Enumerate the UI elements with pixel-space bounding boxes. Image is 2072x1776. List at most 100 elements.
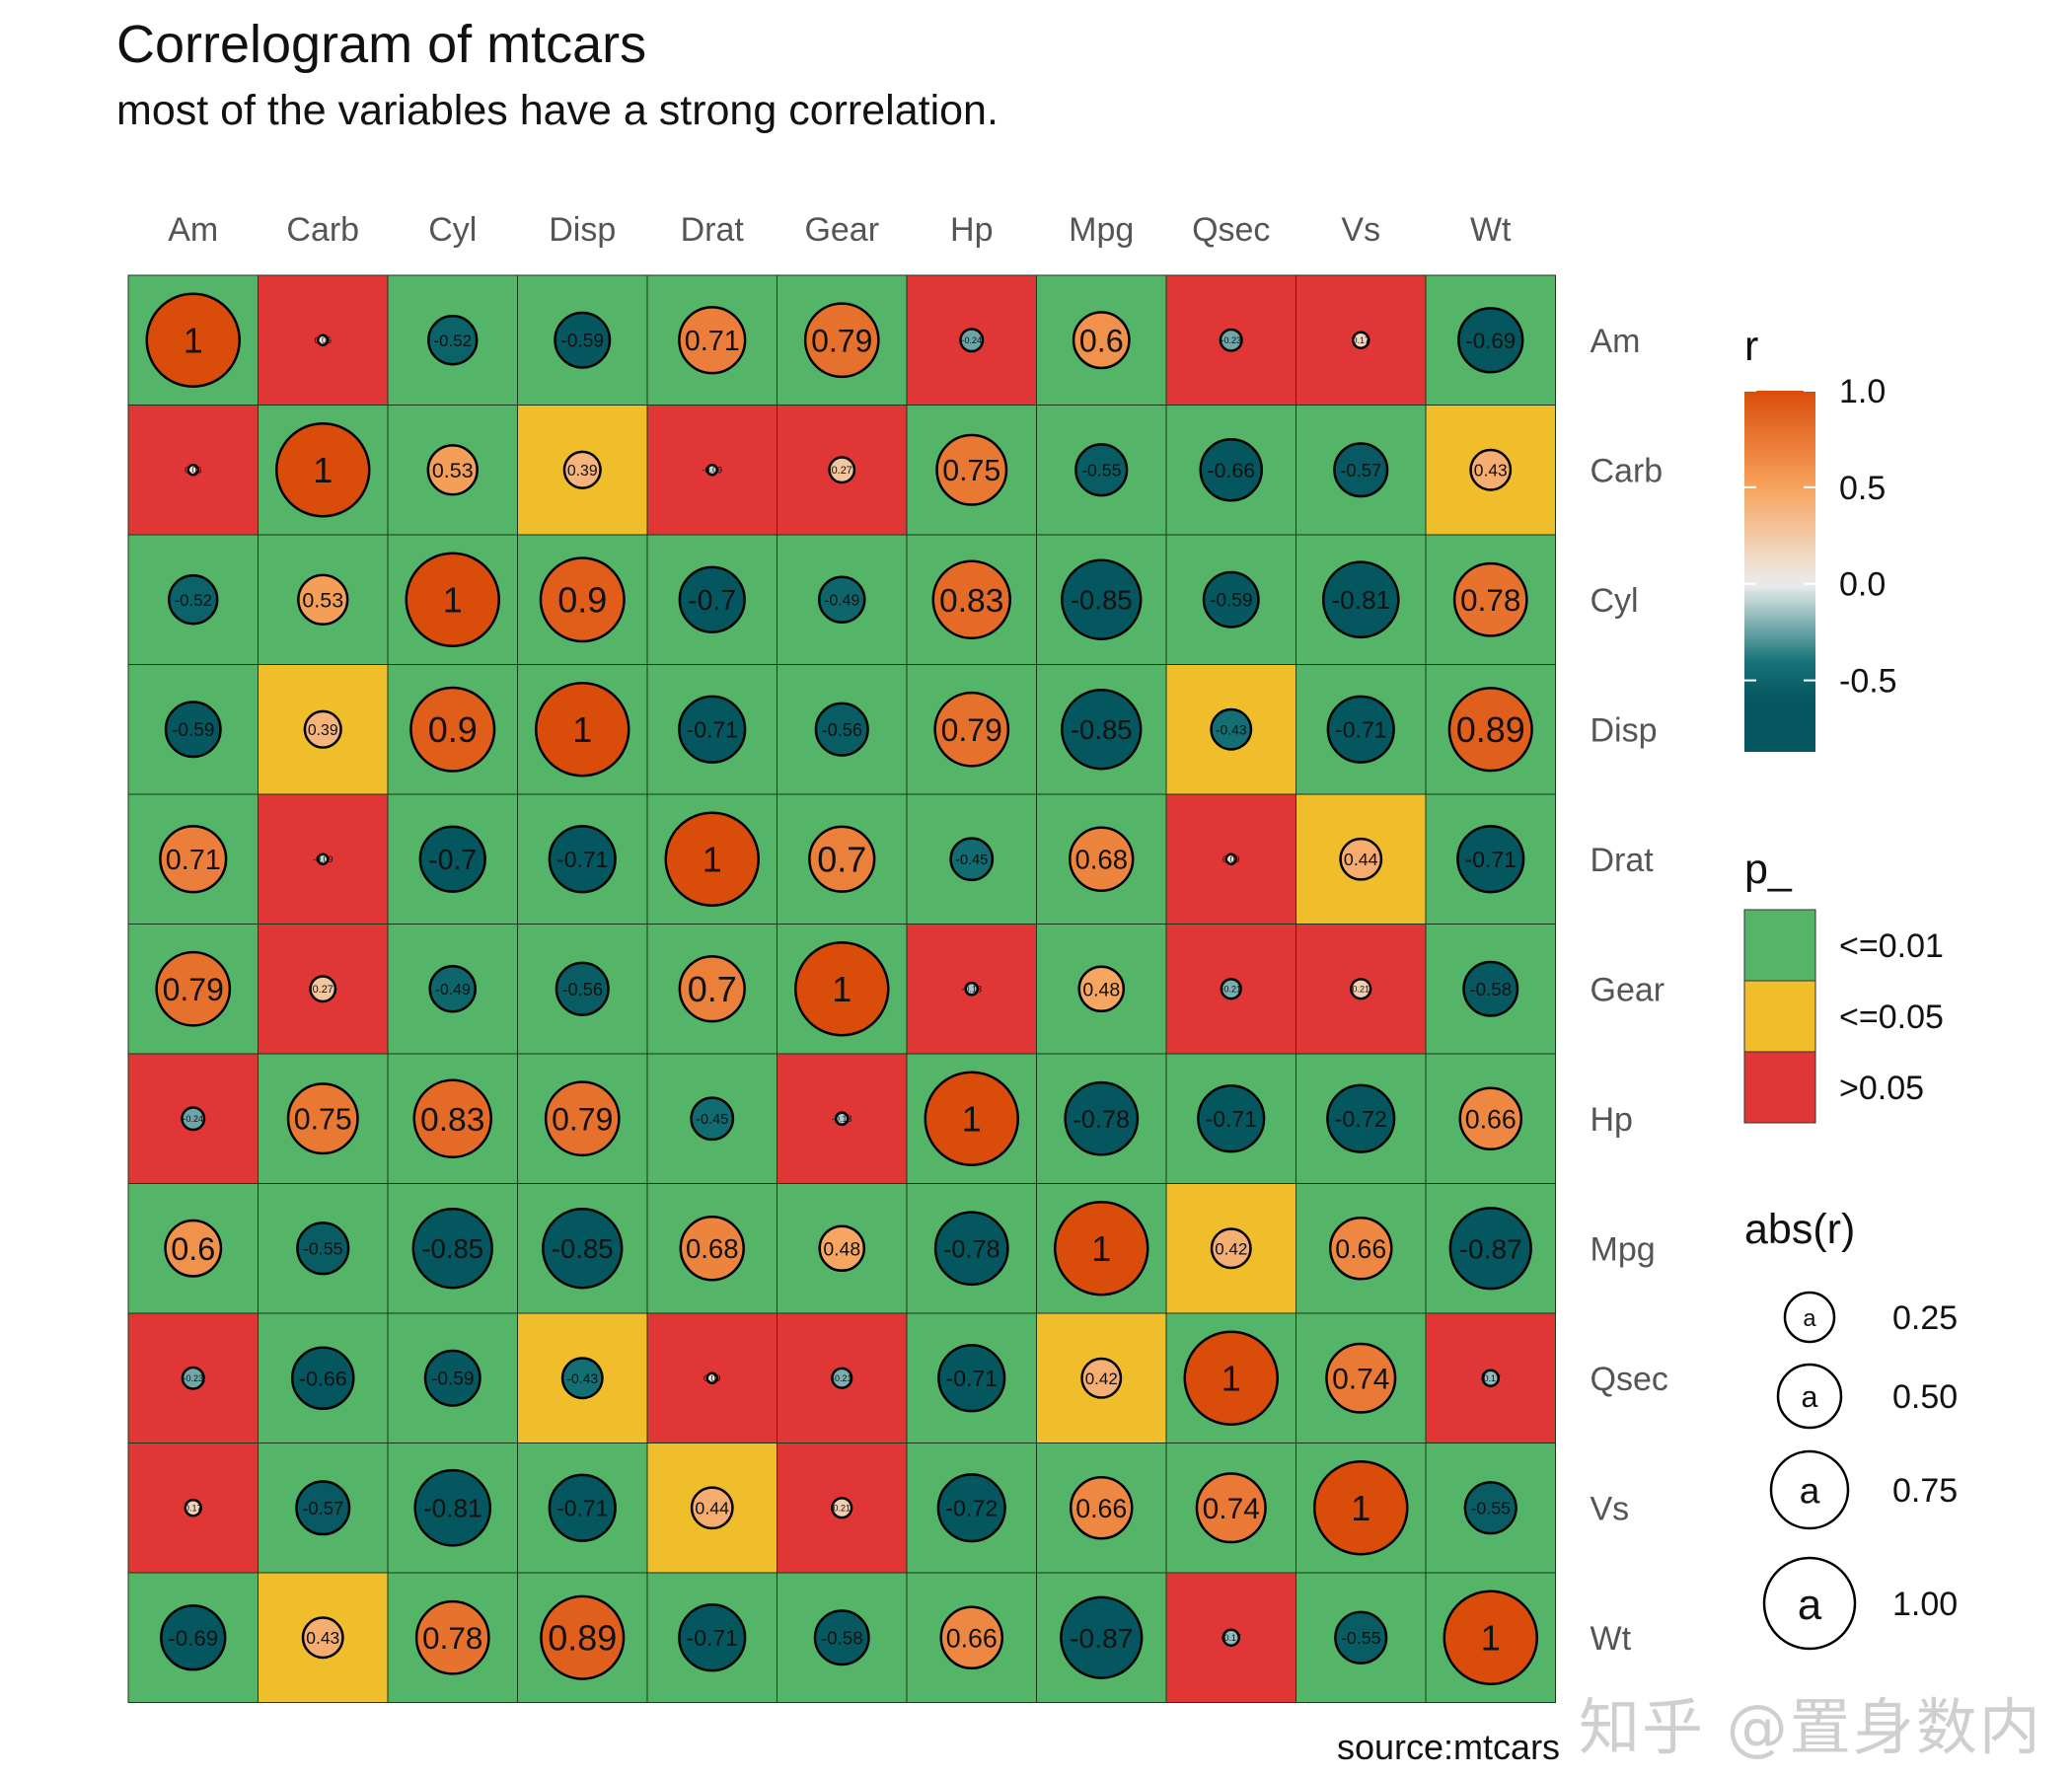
legend-p-key — [1743, 1051, 1816, 1124]
legend-size-glyph: a — [1802, 1380, 1818, 1414]
corr-circle — [411, 1208, 493, 1290]
corr-label: 1 — [1351, 1488, 1370, 1528]
y-tick-label-cyl: Cyl — [1591, 582, 1639, 620]
watermark: 知乎 @置身数内 — [1579, 1691, 2042, 1763]
corr-label: 0.75 — [942, 454, 1000, 487]
corr-label: 0.09 — [703, 1373, 721, 1383]
corr-circle — [828, 456, 856, 484]
corr-label: 1 — [313, 450, 333, 490]
corr-label: 0.78 — [422, 1620, 483, 1656]
corr-label: 0.27 — [832, 465, 852, 477]
corr-circle — [949, 837, 995, 882]
corr-circle — [168, 574, 219, 626]
corr-label: 0.66 — [1335, 1234, 1386, 1264]
corr-label: -0.71 — [1206, 1106, 1257, 1132]
corr-label: 0.79 — [811, 323, 872, 358]
corr-circle — [937, 1344, 1006, 1413]
corr-circle — [834, 1111, 850, 1127]
y-tick-label-vs: Vs — [1591, 1490, 1630, 1527]
corr-circle — [554, 311, 612, 369]
corr-label: -0.78 — [943, 1235, 1000, 1263]
corr-label: -0.09 — [702, 465, 722, 475]
corr-label: 1 — [572, 709, 592, 750]
corr-label: -0.81 — [1331, 585, 1390, 615]
corr-label: -0.71 — [946, 1366, 998, 1391]
legend-size-label: 1.00 — [1892, 1586, 1958, 1623]
corr-circle — [184, 1499, 202, 1517]
corr-circle — [1469, 448, 1513, 491]
corr-circle — [1443, 1590, 1538, 1685]
axis-layer: Am Am Carb Carb Cyl Cyl Disp Disp Drat Drat Gear Ge… — [168, 211, 1668, 1658]
corr-label: 0.39 — [567, 463, 598, 480]
corr-circle — [160, 1604, 227, 1671]
corr-label: 0.09 — [1222, 854, 1240, 864]
corr-circle — [678, 1603, 747, 1672]
corr-label: 0.39 — [308, 722, 338, 739]
corr-circle — [1339, 837, 1383, 881]
corr-label: 0.43 — [306, 1628, 339, 1648]
corr-circle — [1072, 311, 1131, 370]
corr-circle — [678, 695, 747, 764]
corr-circle — [933, 691, 1010, 768]
corr-circle — [418, 825, 486, 893]
corr-circle — [155, 950, 232, 1027]
corr-label: 0.6 — [171, 1231, 215, 1267]
chart-subtitle: most of the variables have a strong corr… — [116, 87, 999, 134]
corr-label: -0.43 — [1216, 721, 1247, 737]
corr-label: -0.52 — [175, 591, 212, 610]
chart-caption: source:mtcars — [1337, 1727, 1561, 1767]
legend-size-glyph: a — [1798, 1581, 1822, 1629]
legend-size-circle — [1762, 1556, 1857, 1651]
legend-size-circle — [1769, 1449, 1850, 1530]
corr-circle — [705, 1371, 718, 1384]
corr-circle — [1458, 1086, 1523, 1151]
corr-circle — [297, 573, 349, 626]
corr-label: 1 — [1481, 1618, 1501, 1659]
corr-label: 0.53 — [302, 588, 343, 612]
corr-circle — [562, 450, 602, 489]
corr-label: -0.45 — [696, 1112, 728, 1128]
corr-label: -0.71 — [1335, 717, 1386, 743]
corr-label: 0.44 — [695, 1499, 729, 1518]
corr-label: -0.49 — [824, 592, 859, 609]
corr-label: 0.42 — [1085, 1369, 1118, 1388]
corr-label: -0.13 — [832, 1114, 852, 1124]
corr-circle — [1333, 442, 1389, 498]
corr-label: -0.21 — [832, 1373, 852, 1383]
corr-circle — [301, 1616, 344, 1660]
corr-circle — [705, 464, 718, 477]
corr-label: 0.17 — [185, 1503, 202, 1513]
corr-label: -0.56 — [562, 980, 603, 999]
corr-label: 0.79 — [552, 1101, 613, 1137]
corr-label: -0.87 — [1070, 1622, 1133, 1654]
corr-label: -0.71 — [687, 717, 738, 743]
corr-circle — [1061, 689, 1143, 771]
corr-circle — [1074, 443, 1129, 497]
corr-label: 0.7 — [817, 840, 866, 880]
x-tick-label-hp: Hp — [950, 211, 993, 249]
corr-circle — [409, 686, 496, 773]
corr-label: -0.55 — [1341, 1628, 1381, 1648]
corr-circle — [1199, 437, 1264, 502]
corr-circle — [935, 433, 1008, 506]
legend-size-label: 0.25 — [1892, 1299, 1958, 1337]
corr-label: 0.89 — [548, 1618, 617, 1659]
corr-circle — [423, 1349, 481, 1407]
corr-circle — [544, 1080, 621, 1157]
corr-circle — [803, 302, 880, 379]
corr-circle — [1224, 852, 1237, 865]
corr-circle — [405, 552, 500, 647]
corr-circle — [1321, 560, 1400, 639]
corr-label: 0.43 — [1474, 461, 1508, 481]
corr-circle — [814, 702, 869, 757]
corr-circle — [1313, 1460, 1409, 1556]
corr-label: 0.53 — [432, 459, 474, 482]
corr-circle — [1452, 561, 1528, 637]
corr-label: -0.55 — [303, 1239, 343, 1259]
corr-circle — [817, 575, 866, 625]
cell-hp-mpg — [1036, 1053, 1167, 1184]
y-tick-label-mpg: Mpg — [1591, 1230, 1656, 1268]
corr-circle — [831, 1367, 853, 1389]
corr-label: 0.89 — [1456, 709, 1525, 750]
corr-label: -0.45 — [955, 852, 988, 868]
